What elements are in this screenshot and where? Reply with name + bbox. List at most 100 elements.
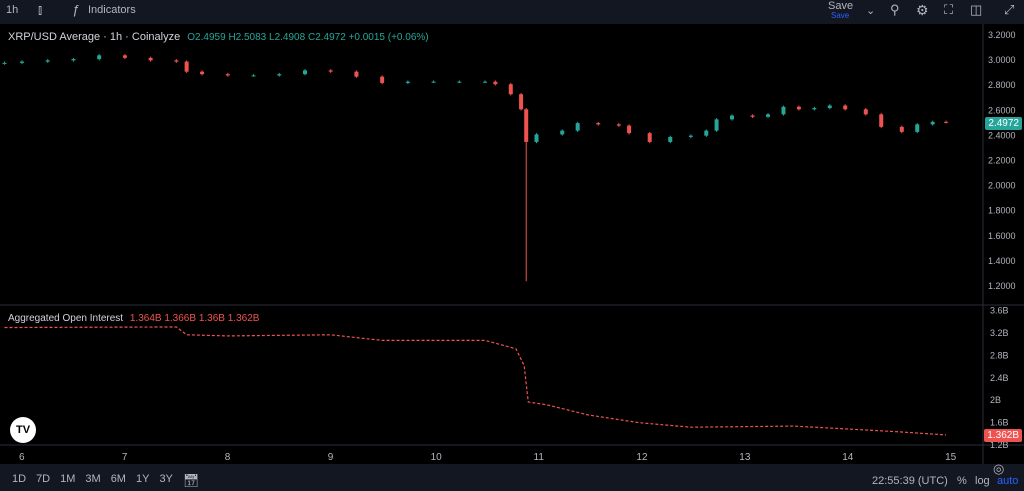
fx-icon[interactable]: ƒ [72,2,80,17]
range-3y[interactable]: 3Y [159,472,173,485]
candle-body [174,60,179,62]
candle-body [647,133,652,142]
candle-body [796,106,801,110]
candle-body [493,81,498,85]
bottom-bar: 1D 7D 1M 3M 6M 1Y 3Y 📅︎ 22:55:39 (UTC) %… [0,470,1024,491]
range-1d[interactable]: 1D [12,472,27,485]
candle-body [380,76,385,83]
candle-body [524,109,529,142]
time-tick-label: 9 [328,452,334,463]
price-tick-label: 1.8000 [988,206,1016,216]
candle-body [704,130,709,136]
oi-tick-label: 2B [990,395,1001,405]
tradingview-logo[interactable]: TV [10,417,36,443]
oi-value: 1.366B [164,313,197,324]
oi-line [4,326,947,436]
candle-body [302,70,307,75]
candle-body [812,108,817,110]
price-tick-label: 3.2000 [988,30,1016,40]
candle-body [827,105,832,109]
candle-body [668,136,673,142]
candle-body [148,57,153,61]
time-tick-label: 14 [842,452,854,463]
candle-body [457,81,462,83]
save-button[interactable]: Save [828,0,854,12]
oi-value: 1.36B [198,313,225,324]
time-tick-label: 10 [431,452,443,463]
price-tick-label: 1.6000 [988,231,1016,241]
range-1y[interactable]: 1Y [135,472,150,485]
candle-body [483,81,488,83]
candle-body [575,123,580,131]
candle-body [863,109,868,115]
save-sub-label: Save [831,11,850,20]
candle-body [431,81,436,83]
candle-body [519,94,524,110]
oi-tick-label: 1.2B [990,440,1009,450]
candle-body [596,123,601,125]
legend-open: O2.4959 [187,32,226,43]
candle-body [560,130,565,135]
auto-button[interactable]: auto [997,474,1019,487]
price-tick-label: 1.2000 [988,281,1016,291]
candle-body [915,124,920,132]
range-7d[interactable]: 7D [36,472,51,485]
interval-button[interactable]: 1h [6,4,19,16]
time-tick-label: 7 [122,452,128,463]
oi-tick-label: 3.2B [990,328,1009,338]
chevron-down-icon[interactable]: ⌄ [866,5,876,17]
log-button[interactable]: log [975,474,990,487]
candle-body [930,121,935,125]
oi-legend-title: Aggregated Open Interest [8,313,124,324]
fullscreen-icon[interactable]: ⛶ [944,2,954,17]
price-legend: XRP/USD Average · 1h · Coinalyze O2.4959… [8,31,429,43]
candle-body [405,81,410,83]
range-3m[interactable]: 3M [85,472,101,485]
settings-target-icon[interactable]: ◎ [993,461,1005,476]
candle-body [899,126,904,132]
time-tick-label: 6 [19,452,25,463]
time-tick-label: 12 [636,452,648,463]
time-tick-label: 8 [225,452,231,463]
price-tick-label: 3.0000 [988,55,1016,65]
candle-body [944,121,949,123]
alert-icon[interactable]: ⚲ [890,2,900,17]
candle-body [71,59,76,61]
oi-value: 1.362B [227,313,260,324]
price-tick-label: 2.6000 [988,105,1016,115]
price-legend-title: XRP/USD Average · 1h · Coinalyze [8,31,181,43]
candle-body [714,119,719,131]
legend-close: C2.4972 [307,32,346,43]
calendar-icon[interactable]: 📅︎ [182,472,200,488]
legend-change: +0.0015 (+0.06%) [348,32,429,43]
chart-svg[interactable]: 3.2000 3.0000 2.8000 2.6000 2.4000 2.2000 2.00… [0,24,1024,464]
price-tick-label: 2.0000 [988,181,1016,191]
camera-icon[interactable]: ◫ [970,2,983,17]
time-tick-label: 13 [739,452,751,463]
candle-body [251,75,256,77]
candle-body [508,84,513,95]
range-6m[interactable]: 6M [110,472,126,485]
candles-icon[interactable]: ⫾ [38,2,43,17]
candle-body [781,106,786,115]
range-1m[interactable]: 1M [60,472,76,485]
price-tick-label: 1.4000 [988,256,1016,266]
oi-value: 1.364B [129,313,162,324]
candle-body [616,124,621,126]
candle-body [45,60,50,62]
last-price-badge: 2.4972 [985,117,1022,130]
expand-icon[interactable]: ⤢ [1004,2,1015,17]
candle-body [730,115,735,120]
candle-body [354,71,359,77]
candle-body [2,62,7,64]
gear-icon[interactable]: ⚙ [916,2,929,18]
last-oi-badge: 1.362B [984,429,1022,442]
candle-body [879,114,884,127]
indicators-button[interactable]: Indicators [88,4,136,16]
oi-tick-label: 2.8B [990,350,1009,360]
chart-area[interactable]: 3.2000 3.0000 2.8000 2.6000 2.4000 2.2000 2.00… [0,24,1024,476]
clock: 22:55:39 (UTC) [872,474,948,487]
oi-tick-label: 1.6B [990,418,1009,428]
percent-button[interactable]: % [957,474,967,487]
oi-tick-label: 2.4B [990,373,1009,383]
